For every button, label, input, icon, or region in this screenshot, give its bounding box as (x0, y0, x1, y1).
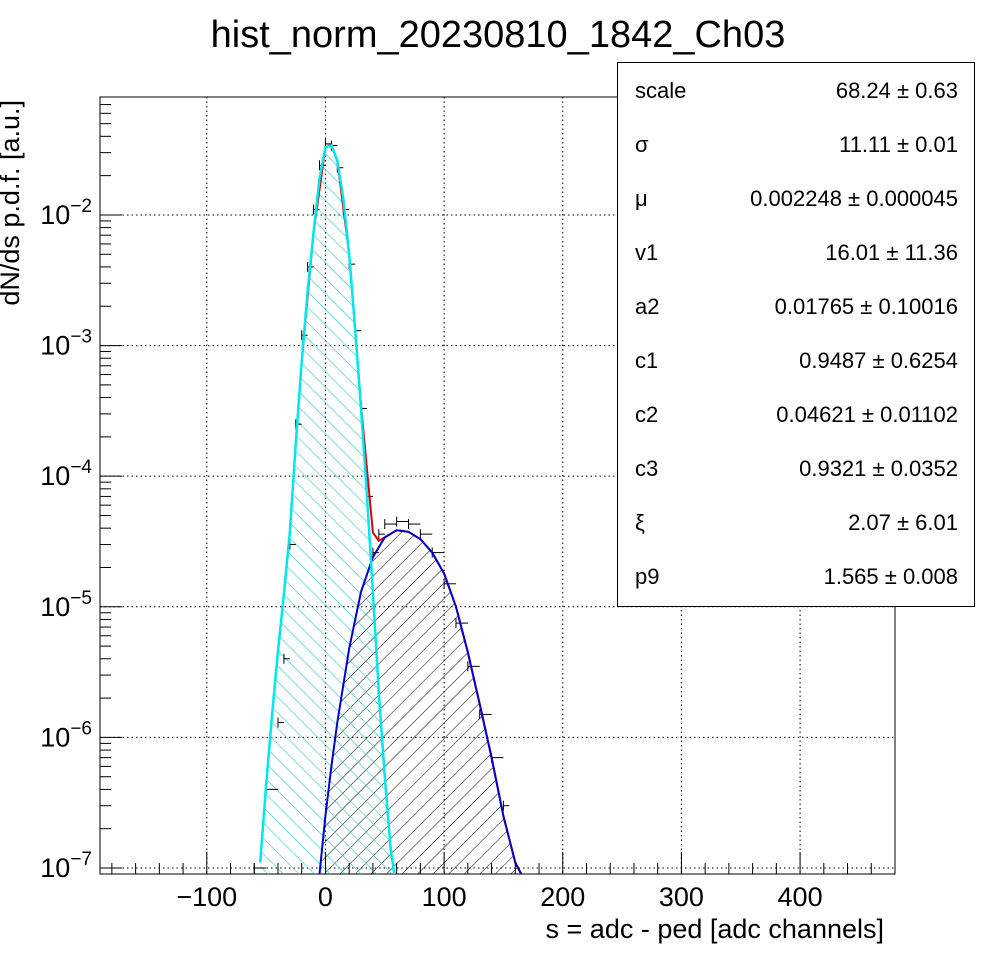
stat-name: c2 (635, 402, 659, 427)
fit-fills (260, 145, 522, 874)
series-group (253, 138, 523, 874)
signal-fit-curve (318, 529, 523, 874)
stat-name: v1 (635, 240, 659, 265)
stat-row: μ 0.002248 ± 0.000045 (618, 171, 974, 225)
stat-value: 1.565 ± 0.008 (823, 564, 958, 589)
stat-name: p9 (635, 564, 660, 589)
y-tick-label: 10−2 (40, 196, 92, 230)
stat-row: c1 0.9487 ± 0.6254 (618, 333, 974, 387)
pedestal-fit-curve (258, 143, 396, 874)
stat-row: c3 0.9321 ± 0.0352 (618, 441, 974, 495)
stat-row: ξ 2.07 ± 6.01 (618, 495, 974, 549)
y-tick-label: 10−3 (40, 327, 92, 361)
stat-name: a2 (635, 294, 660, 319)
stat-name: c3 (635, 456, 659, 481)
stat-name: σ (635, 132, 649, 157)
x-axis: −100 0 100 200 300 400 (111, 852, 896, 912)
x-tick-label: −100 (176, 882, 237, 912)
stat-name: c1 (635, 348, 659, 373)
fit-statistics-box: scale 68.24 ± 0.63 σ 11.11 ± 0.01 μ 0.002248 … (617, 62, 975, 607)
stat-value: 0.01765 ± 0.10016 (774, 294, 958, 319)
stat-row: p9 1.565 ± 0.008 (618, 549, 974, 603)
x-tick-label: 200 (540, 882, 585, 912)
stat-row: a2 0.01765 ± 0.10016 (618, 279, 974, 333)
stat-name: ξ (635, 510, 645, 535)
stat-value: 16.01 ± 11.36 (825, 240, 958, 265)
y-tick-label: 10−5 (40, 588, 92, 622)
pedestal-hatch-fill (260, 145, 395, 874)
stat-row: c2 0.04621 ± 0.01102 (618, 387, 974, 441)
stat-value: 0.9487 ± 0.6254 (799, 348, 958, 373)
y-tick-label: 10−6 (40, 718, 92, 752)
stat-name: scale (635, 78, 687, 103)
stat-row: σ 11.11 ± 0.01 (618, 117, 974, 171)
stat-value: 2.07 ± 6.01 (848, 510, 958, 535)
stat-value: 0.9321 ± 0.0352 (799, 456, 958, 481)
x-tick-label: 100 (422, 882, 467, 912)
stat-row: v1 16.01 ± 11.36 (618, 225, 974, 279)
y-tick-label: 10−7 (40, 849, 92, 883)
stat-value: 11.11 ± 0.01 (839, 132, 958, 157)
stat-row: scale 68.24 ± 0.63 (618, 63, 974, 117)
x-tick-label: 400 (778, 882, 823, 912)
y-tick-label: 10−4 (40, 457, 92, 491)
x-axis-label: s = adc - ped [adc channels] (546, 914, 884, 944)
stat-value: 0.002248 ± 0.000045 (750, 186, 958, 211)
y-axis: 10−7 10−6 10−5 10−4 10−3 10−2 (40, 96, 122, 883)
stat-value: 0.04621 ± 0.01102 (776, 402, 958, 427)
chart-title: hist_norm_20230810_1842_Ch03 (211, 14, 786, 56)
stat-name: μ (635, 186, 648, 211)
x-tick-label: 300 (659, 882, 704, 912)
x-tick-label: 0 (318, 882, 333, 912)
y-axis-label: dN/ds p.d.f. [a.u.] (0, 100, 25, 306)
stat-value: 68.24 ± 0.63 (835, 78, 958, 103)
